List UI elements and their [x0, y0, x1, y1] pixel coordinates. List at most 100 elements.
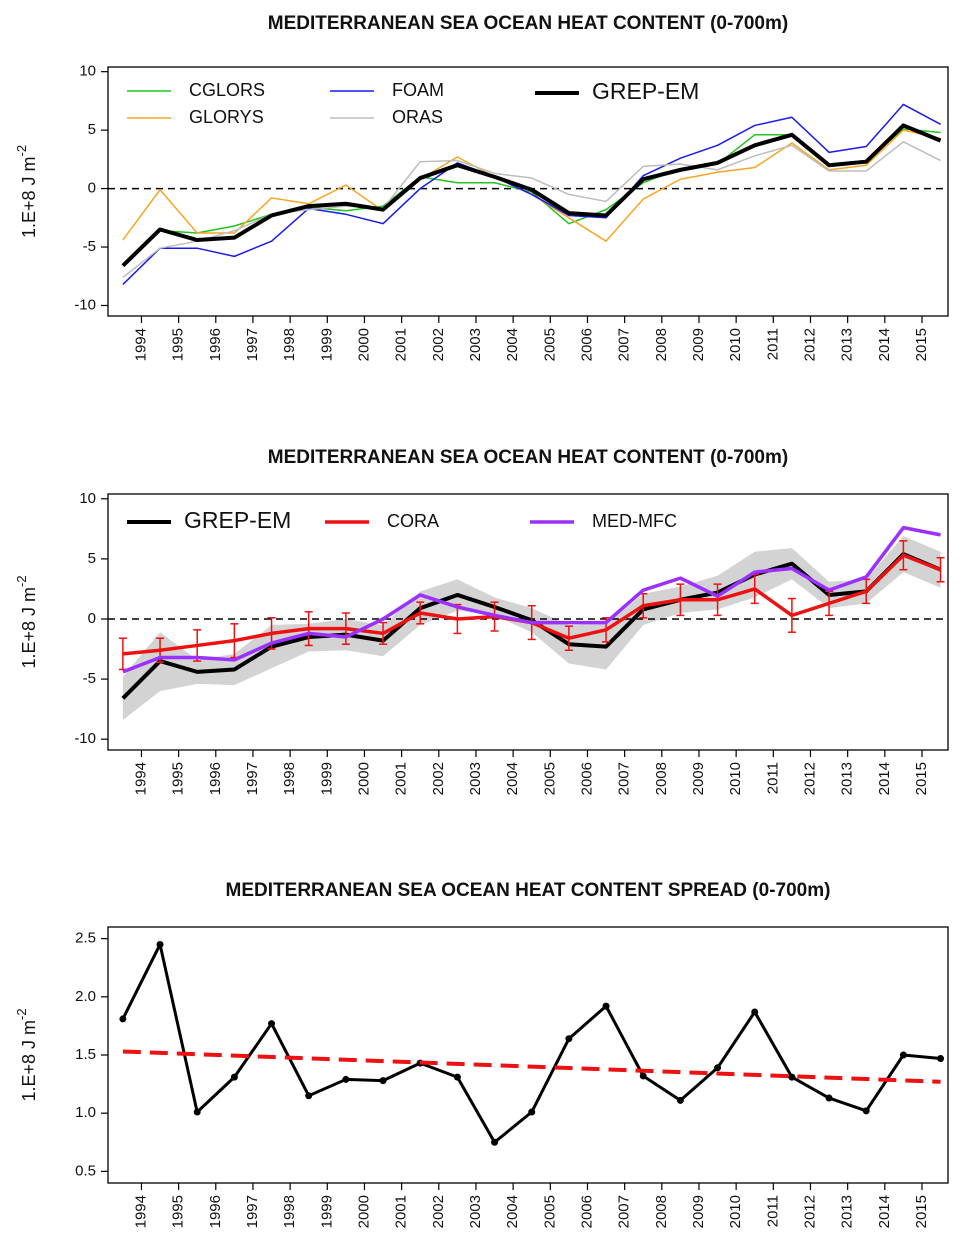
x-tick-label: 1997	[244, 762, 261, 795]
x-tick-label: 2014	[876, 328, 893, 361]
x-tick-label: 2003	[467, 328, 484, 361]
x-tick-label: 2002	[430, 762, 447, 795]
legend-label: GLORYS	[189, 107, 264, 127]
x-tick-label: 2011	[764, 1195, 781, 1227]
x-tick-label: 2001	[393, 762, 410, 795]
x-tick-label: 2010	[727, 1195, 744, 1228]
x-tick-label: 2004	[504, 762, 521, 795]
x-tick-label: 2006	[578, 328, 595, 361]
y-tick-label: -5	[83, 238, 96, 255]
y-axis-label: 1.E+8 J m-2	[14, 145, 38, 238]
x-tick-label: 1994	[132, 1195, 149, 1228]
trend-line	[122, 1049, 941, 1084]
x-tick-label: 2000	[355, 328, 372, 361]
point	[751, 1008, 759, 1016]
legend-label: CORA	[387, 511, 439, 531]
x-tick-label: 2006	[578, 1195, 595, 1228]
x-tick-label: 2012	[801, 762, 818, 795]
y-tick-label: 0	[88, 180, 96, 197]
y-axis-label-text: 1.E+8 J m	[19, 1020, 39, 1102]
x-tick-label: 2012	[801, 328, 818, 361]
x-tick-label: 1999	[318, 1195, 335, 1228]
y-tick-label: 2.0	[75, 988, 96, 1005]
point	[119, 1015, 127, 1023]
x-tick-label: 2007	[616, 762, 633, 795]
y-tick-label: 10	[79, 63, 96, 80]
x-tick-label: 1999	[318, 762, 335, 795]
point	[825, 1094, 833, 1102]
x-tick-label: 1997	[244, 328, 261, 361]
x-tick-label: 2002	[430, 328, 447, 361]
y-axis-label: 1.E+8 J m-2	[14, 1008, 38, 1101]
x-tick-label: 2001	[393, 1195, 410, 1228]
y-axis-label-exponent: -2	[14, 145, 29, 157]
x-tick-label: 1999	[318, 328, 335, 361]
y-tick-label: 5	[88, 121, 96, 138]
x-tick-label: 2000	[355, 1195, 372, 1228]
x-tick-label: 2011	[764, 762, 781, 794]
point	[676, 1096, 684, 1104]
x-tick-label: 1996	[207, 328, 224, 361]
series-line	[122, 525, 941, 674]
x-tick-label: 2007	[616, 1195, 633, 1228]
x-tick-label: 2011	[764, 328, 781, 360]
x-tick-label: 1995	[170, 1195, 187, 1228]
x-tick-label: 1998	[281, 1195, 298, 1228]
x-tick-label: 2012	[801, 1195, 818, 1228]
y-tick-label: -10	[74, 730, 96, 747]
x-tick-label: 2003	[467, 762, 484, 795]
x-tick-label: 2008	[653, 1195, 670, 1228]
y-axis-label-text: 1.E+8 J m	[19, 587, 39, 669]
point	[230, 1073, 238, 1081]
x-tick-label: 2004	[504, 328, 521, 361]
point	[714, 1064, 722, 1072]
x-tick-label: 2005	[541, 1195, 558, 1228]
y-tick-label: -5	[83, 670, 96, 687]
x-tick-label: 2008	[653, 762, 670, 795]
point	[379, 1077, 387, 1085]
plot-frame	[107, 926, 949, 1184]
x-tick-label: 1996	[207, 1195, 224, 1228]
x-tick-label: 2002	[430, 1195, 447, 1228]
point	[899, 1051, 907, 1059]
legend-label: CGLORS	[189, 80, 265, 100]
y-tick-label: 0	[88, 610, 96, 627]
x-tick-label: 2010	[727, 328, 744, 361]
x-tick-label: 2009	[690, 1195, 707, 1228]
x-tick-label: 2006	[578, 762, 595, 795]
x-tick-label: 2013	[839, 762, 856, 795]
x-tick-label: 2014	[876, 762, 893, 795]
point	[305, 1092, 313, 1100]
x-tick-label: 1996	[207, 762, 224, 795]
x-tick-label: 2004	[504, 1195, 521, 1228]
legend-label: MED-MFC	[592, 511, 677, 531]
x-tick-label: 1995	[170, 328, 187, 361]
x-tick-label: 2000	[355, 762, 372, 795]
x-tick-label: 2001	[393, 328, 410, 361]
legend-label: GREP-EM	[592, 78, 699, 104]
point	[788, 1073, 796, 1081]
point	[193, 1108, 201, 1116]
x-tick-label: 2014	[876, 1195, 893, 1228]
x-tick-label: 2003	[467, 1195, 484, 1228]
x-tick-label: 1998	[281, 762, 298, 795]
y-axis-label-exponent: -2	[14, 575, 29, 587]
x-tick-label: 2013	[839, 328, 856, 361]
y-axis-label-text: 1.E+8 J m	[19, 157, 39, 239]
point	[565, 1035, 573, 1043]
chart-title: MEDITERRANEAN SEA OCEAN HEAT CONTENT (0-…	[268, 447, 788, 468]
x-tick-label: 1995	[170, 762, 187, 795]
y-tick-label: 10	[79, 490, 96, 507]
x-tick-label: 2015	[913, 1195, 930, 1228]
point	[491, 1138, 499, 1146]
series-line	[122, 129, 941, 242]
x-tick-label: 2009	[690, 762, 707, 795]
x-tick-label: 1994	[132, 328, 149, 361]
x-tick-label: 2010	[727, 762, 744, 795]
x-tick-label: 2009	[690, 328, 707, 361]
point	[342, 1075, 350, 1083]
x-tick-label: 2008	[653, 328, 670, 361]
x-tick-label: 2005	[541, 328, 558, 361]
